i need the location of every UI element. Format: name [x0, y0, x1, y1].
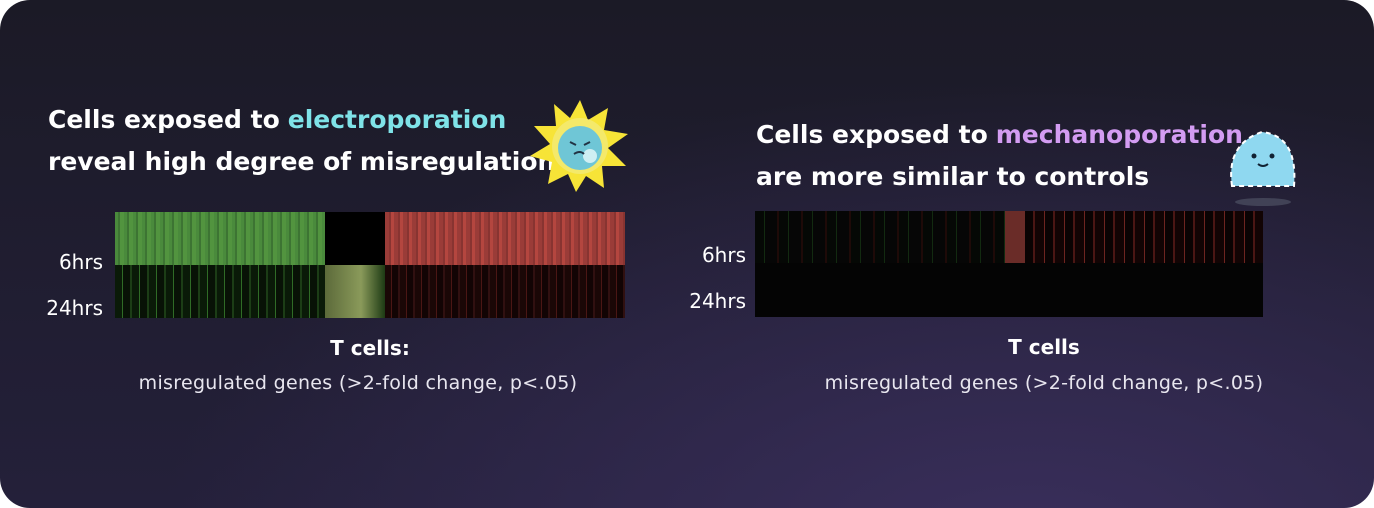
title-highlight: mechanoporation [995, 120, 1243, 149]
blob-icon [1230, 130, 1296, 206]
cell-face [569, 141, 591, 155]
heatmap [755, 211, 1263, 317]
title-lead: Cells exposed to [756, 120, 988, 149]
heatmap-block [385, 265, 625, 318]
row-label: 24hrs [689, 289, 746, 313]
blob-eye [1269, 153, 1275, 159]
caption-title: T cells: [330, 336, 410, 360]
title-line: Cells exposed to electroporation [48, 99, 555, 141]
cell-body [558, 126, 602, 170]
title-rest: reveal high degree of misregulation [48, 147, 556, 176]
title-lead: Cells exposed to [48, 105, 280, 134]
heatmap-block [1005, 211, 1025, 263]
title-highlight: electroporation [287, 105, 507, 134]
heatmap-block [755, 211, 1005, 263]
heatmap [115, 212, 625, 318]
caption: misregulated genes (>2-fold change, p<.0… [138, 372, 578, 394]
heatmap-block [325, 265, 385, 318]
heatmap-block [1025, 211, 1263, 263]
heatmap-block [755, 263, 1263, 317]
caption: misregulated genes (>2-fold change, p<.0… [824, 372, 1264, 394]
blob-mouth [1257, 163, 1269, 167]
row-label: 6hrs [58, 250, 103, 274]
blob-shadow [1235, 198, 1291, 206]
cell-spot [583, 149, 597, 163]
title-rest: are more similar to controls [756, 162, 1150, 191]
title-line: Cells exposed to mechanoporation [756, 114, 1243, 156]
heatmap-block [385, 212, 625, 265]
caption-title: T cells [1008, 335, 1080, 359]
sun-icon [530, 100, 628, 192]
row-label: 24hrs [46, 296, 103, 320]
panel-title: Cells exposed to mechanoporation are more… [756, 114, 1243, 198]
blob-body [1230, 130, 1296, 187]
blob-eye [1251, 153, 1257, 159]
heatmap-block [115, 212, 325, 265]
row-label: 6hrs [701, 243, 746, 267]
heatmap-block [115, 265, 325, 318]
panel-title: Cells exposed to electroporation reveal h… [48, 99, 555, 183]
